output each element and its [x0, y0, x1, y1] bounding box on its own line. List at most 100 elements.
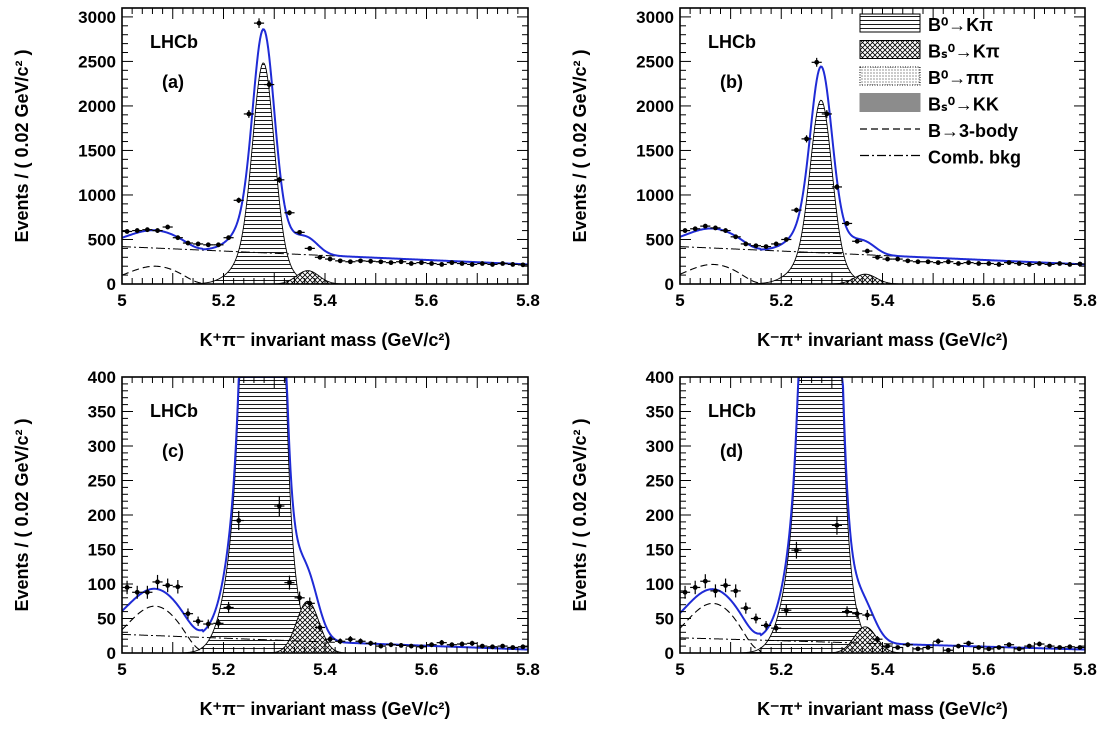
data-point: [507, 262, 518, 267]
data-point: [446, 260, 457, 266]
data-point: [791, 541, 802, 559]
data-point: [771, 624, 782, 633]
data-point: [304, 597, 315, 610]
data-point: [406, 261, 417, 266]
data-point: [1074, 261, 1085, 267]
data-point: [1044, 262, 1055, 267]
data-point: [892, 256, 903, 262]
data-marker: [885, 643, 890, 649]
data-marker: [266, 82, 272, 87]
data-marker: [510, 645, 516, 650]
data-point: [761, 244, 772, 250]
data-point: [710, 225, 721, 231]
data-marker: [1026, 643, 1032, 649]
data-point: [507, 645, 518, 650]
y-tick-label: 300: [646, 437, 674, 456]
data-marker: [854, 238, 860, 244]
y-tick-label: 100: [88, 575, 116, 594]
y-tick-label: 0: [107, 644, 116, 663]
data-marker: [276, 503, 282, 509]
data-marker: [1006, 260, 1012, 266]
data-point: [791, 207, 802, 213]
data-point: [122, 229, 133, 234]
data-marker: [925, 645, 931, 650]
data-marker: [713, 225, 718, 231]
data-marker: [287, 580, 292, 586]
data-marker: [1047, 262, 1052, 267]
chart-panel: 5 5.2 5.4 5.6 5.8 0 50 100 150 200 250 300 350 400 K⁻π…: [570, 368, 1097, 719]
data-marker: [276, 177, 282, 183]
y-tick-label: 300: [88, 437, 116, 456]
data-point: [842, 221, 853, 226]
data-marker: [1067, 262, 1073, 267]
data-marker: [885, 256, 890, 262]
data-point: [203, 242, 214, 248]
data-marker: [945, 647, 951, 653]
data-marker: [226, 235, 231, 241]
data-point: [325, 636, 336, 643]
data-marker: [459, 261, 465, 266]
data-point: [912, 646, 923, 652]
data-point: [375, 643, 386, 649]
data-point: [730, 584, 741, 598]
data-point: [720, 578, 731, 593]
x-tick-label: 5: [117, 291, 126, 310]
data-point: [963, 260, 974, 266]
y-tick-label: 2000: [78, 97, 116, 116]
x-tick-label: 5.4: [871, 660, 895, 679]
x-axis-label: K⁺π⁻ invariant mass (GeV/c²): [200, 330, 451, 350]
data-point: [497, 261, 508, 266]
data-point: [274, 176, 285, 183]
data-point: [274, 495, 285, 517]
data-point: [963, 640, 974, 646]
data-point: [142, 227, 153, 233]
data-marker: [439, 262, 445, 267]
data-marker: [976, 261, 982, 266]
data-marker: [327, 256, 333, 262]
chart-panel: 5 5.2 5.4 5.6 5.8 0 500 1000 1500 2000 2500 3000 K⁻π…: [570, 7, 1097, 350]
data-marker: [469, 640, 475, 646]
data-marker: [205, 242, 211, 248]
x-tick-label: 5.2: [212, 291, 236, 310]
data-point: [690, 580, 701, 595]
y-tick-label: 400: [646, 368, 674, 387]
data-point: [872, 636, 883, 643]
legend-label: Bₛ⁰→Kπ: [928, 42, 1000, 62]
data-marker: [358, 258, 363, 264]
data-marker: [195, 618, 201, 624]
data-point: [882, 256, 893, 262]
data-marker: [702, 578, 708, 584]
data-marker: [500, 261, 506, 266]
data-point: [740, 241, 751, 247]
data-point: [1054, 645, 1065, 650]
data-marker: [327, 636, 333, 642]
data-point: [761, 621, 772, 630]
data-marker: [875, 636, 880, 642]
data-point: [162, 224, 173, 230]
data-point: [446, 642, 457, 648]
y-tick-label: 3000: [636, 8, 674, 27]
data-point: [284, 210, 295, 216]
y-tick-label: 50: [97, 610, 116, 629]
data-point: [933, 260, 944, 266]
y-tick-label: 150: [88, 541, 116, 560]
data-point: [993, 645, 1004, 650]
legend-swatch: [859, 66, 921, 86]
data-marker: [794, 547, 799, 553]
data-marker: [1037, 641, 1042, 647]
data-point: [477, 261, 488, 266]
data-marker: [510, 262, 516, 267]
data-marker: [388, 260, 394, 266]
data-point: [811, 57, 822, 67]
x-tick-label: 5.2: [769, 291, 793, 310]
data-marker: [347, 259, 353, 265]
data-marker: [307, 245, 313, 251]
legend-swatch: [859, 13, 921, 33]
data-point: [182, 240, 194, 246]
y-tick-label: 2000: [636, 97, 674, 116]
data-marker: [1067, 644, 1073, 650]
experiment-label: LHCb: [708, 32, 756, 52]
data-point: [487, 644, 498, 650]
data-point: [467, 640, 478, 646]
y-tick-label: 2500: [78, 52, 116, 71]
